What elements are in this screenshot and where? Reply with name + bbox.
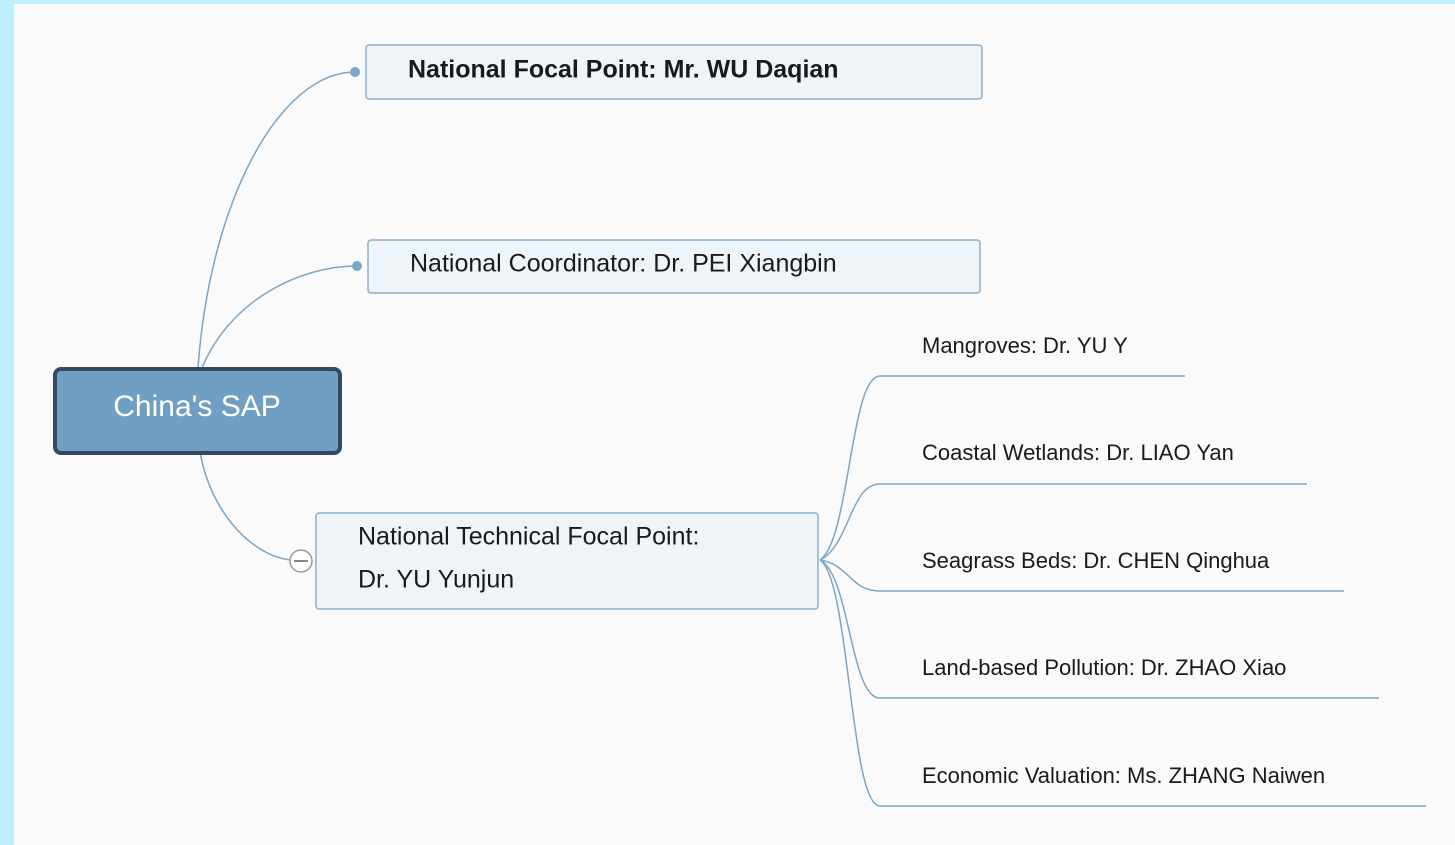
connector <box>819 559 1344 592</box>
collapse-button[interactable] <box>289 549 313 573</box>
connector <box>197 71 356 369</box>
connectors <box>197 71 1426 807</box>
branch-node <box>315 512 819 610</box>
connector <box>199 451 291 561</box>
leaf-label: Land-based Pollution: Dr. ZHAO Xiao <box>922 655 1286 680</box>
leaf-label: Economic Valuation: Ms. ZHANG Naiwen <box>922 763 1325 788</box>
leaf-label: Seagrass Beds: Dr. CHEN Qinghua <box>922 548 1270 573</box>
leaf-label: Mangroves: Dr. YU Y <box>922 333 1128 358</box>
node-dot <box>352 261 362 271</box>
connector <box>201 265 358 369</box>
branch-label: National Coordinator: Dr. PEI Xiangbin <box>410 250 837 278</box>
root-node <box>53 367 342 455</box>
connector <box>819 559 1426 807</box>
branch-node <box>365 44 983 100</box>
node-dot <box>350 67 360 77</box>
branch-node <box>367 239 981 294</box>
leaf-label: Coastal Wetlands: Dr. LIAO Yan <box>922 440 1234 465</box>
branch-label: National Focal Point: Mr. WU Daqian <box>408 56 839 84</box>
connector <box>819 375 1185 561</box>
branch-label: Dr. YU Yunjun <box>358 566 514 594</box>
connector <box>819 483 1307 561</box>
connector <box>819 559 1379 699</box>
branch-label: National Technical Focal Point: <box>358 523 699 551</box>
root-label: China's SAP <box>113 390 280 423</box>
